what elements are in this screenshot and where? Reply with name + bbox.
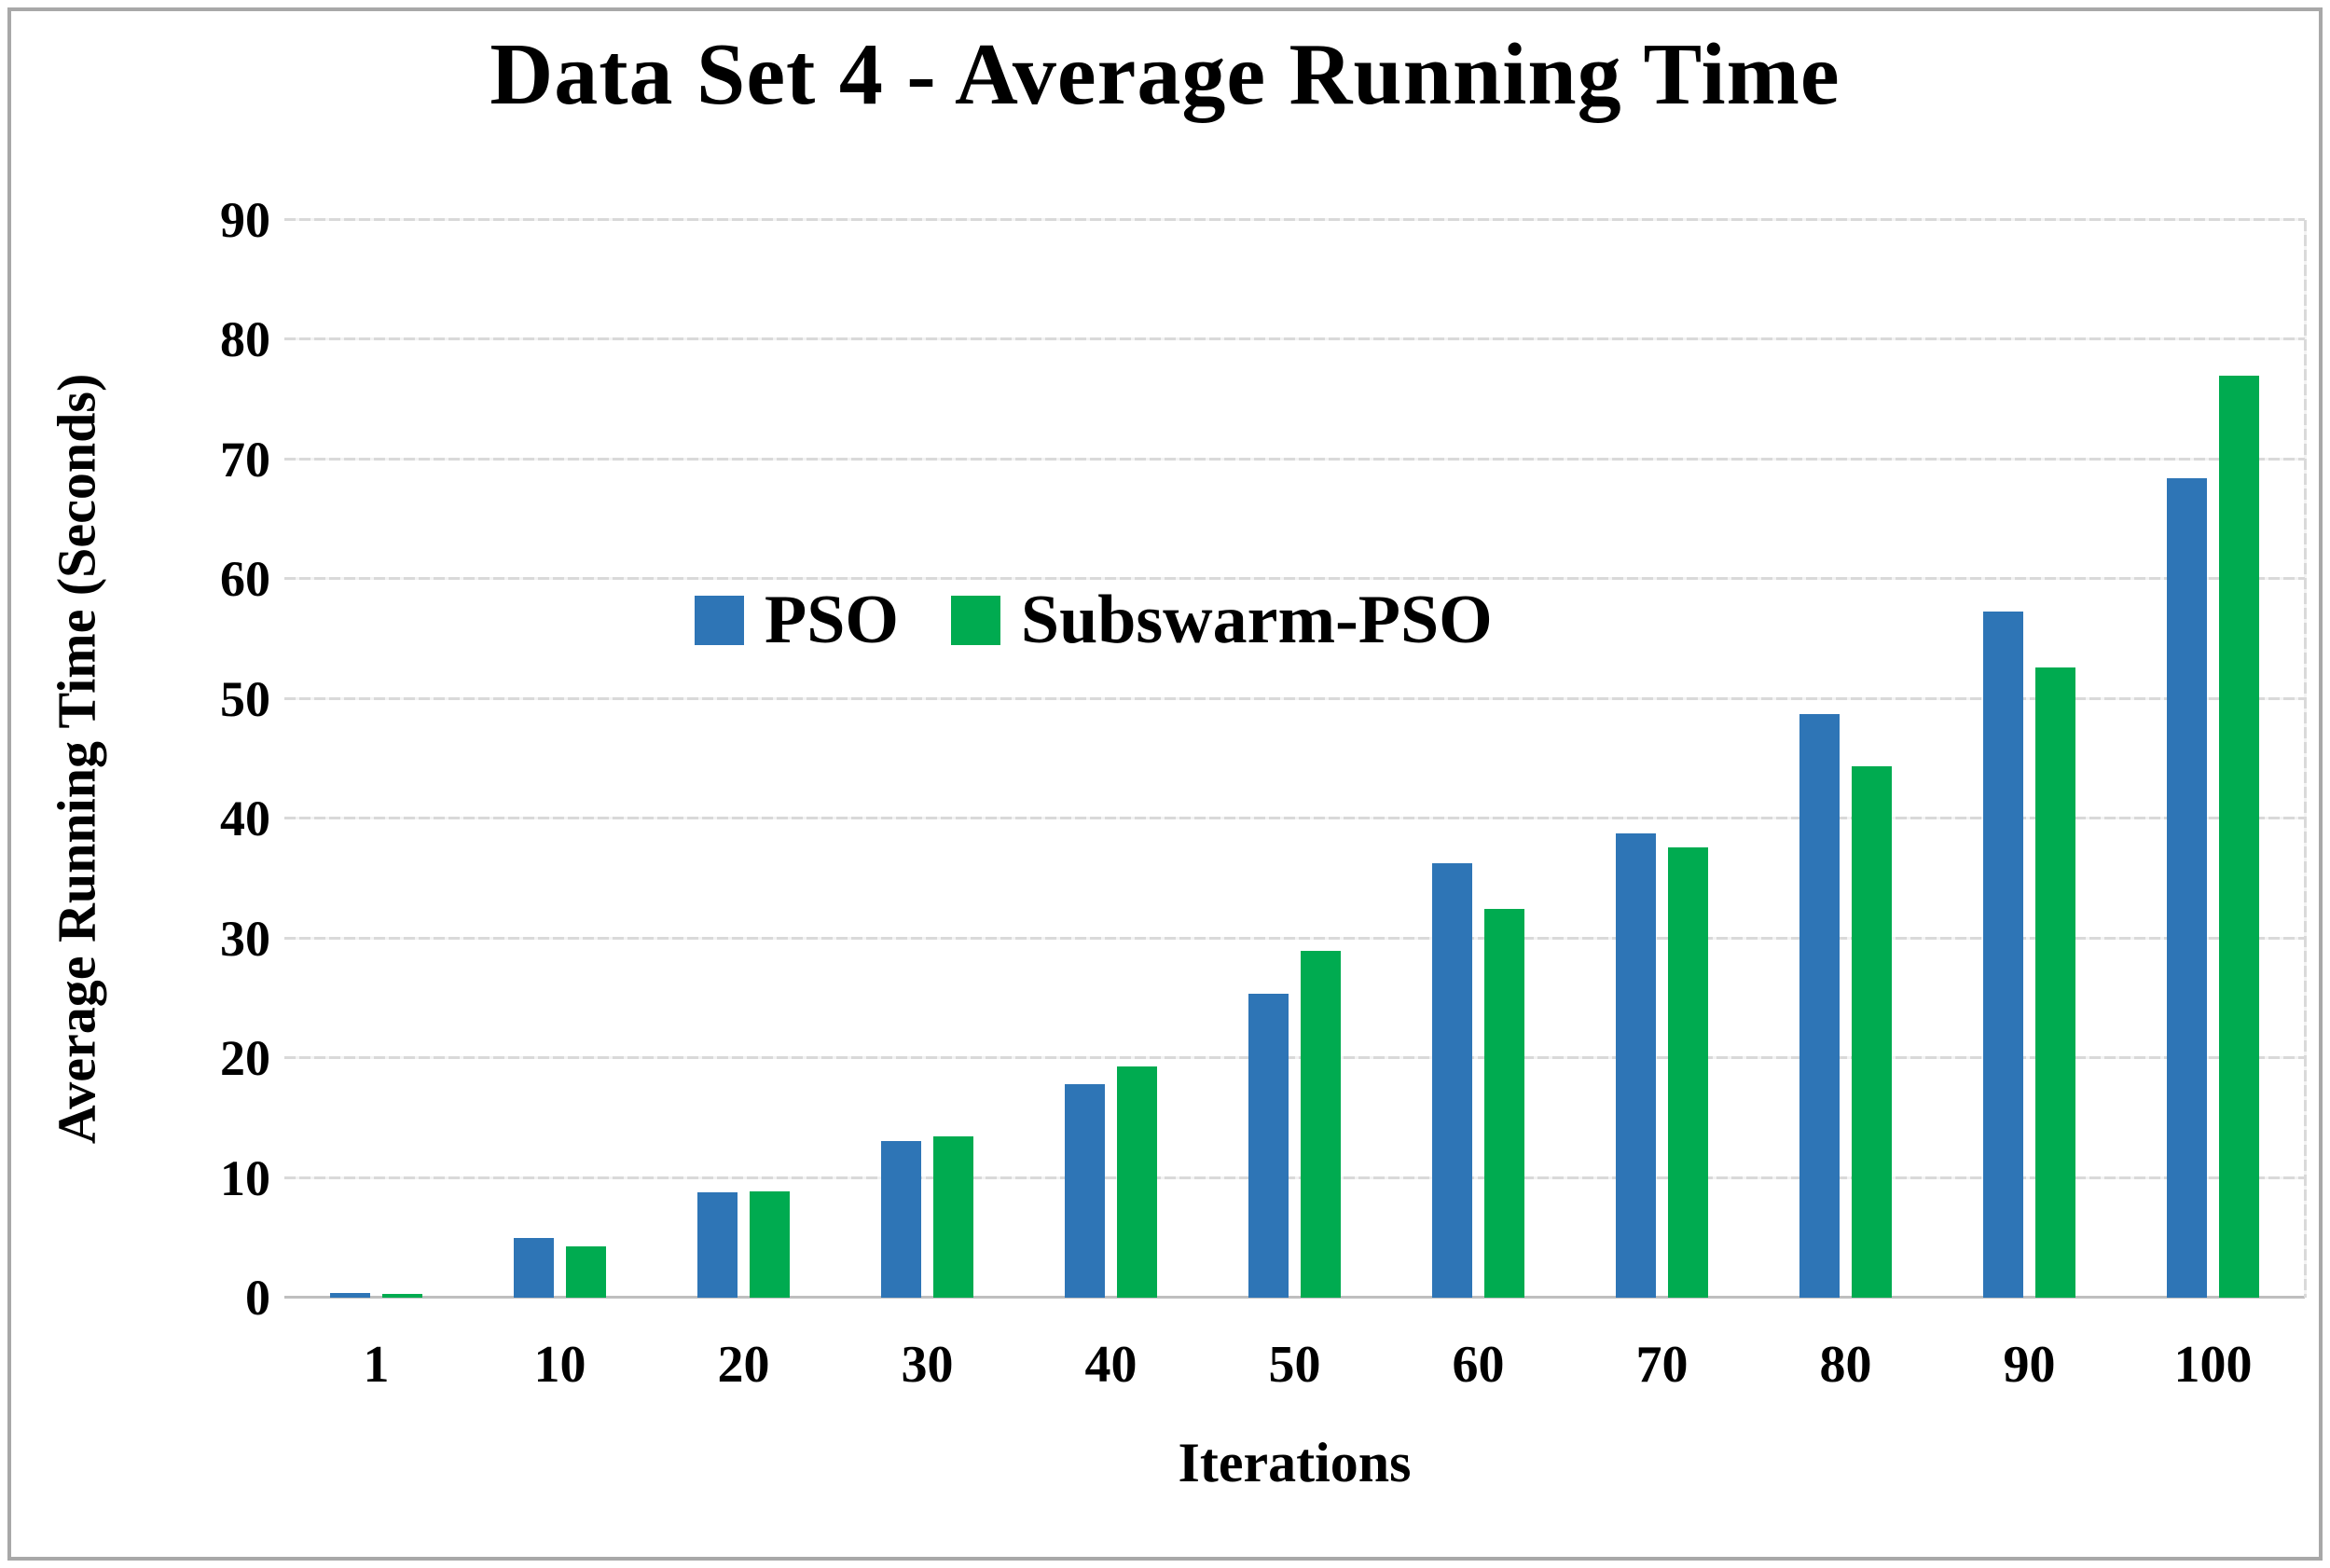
y-axis-title: Average Running Time (Seconds) <box>46 373 107 1145</box>
bar-pso-90 <box>1983 612 2023 1298</box>
y-tick-label-10: 10 <box>220 1149 270 1206</box>
bar-group-70 <box>1570 220 1754 1298</box>
bar-pso-20 <box>697 1191 738 1298</box>
x-axis-tick-labels: 1 10 20 30 40 50 60 70 80 90 100 <box>284 1335 2305 1395</box>
x-tick-label-1: 1 <box>363 1336 390 1394</box>
legend-item-subswarm-pso: Subswarm-PSO <box>950 582 1493 658</box>
gridline-y-20 <box>284 1056 2305 1060</box>
legend-label: Subswarm-PSO <box>1020 582 1493 658</box>
x-axis-title: Iterations <box>1178 1432 1412 1493</box>
bar-pso-70 <box>1616 832 1656 1298</box>
x-tick-label-70: 70 <box>1635 1336 1689 1394</box>
y-axis-tick-labels: 0 10 20 30 40 50 60 70 80 90 <box>131 195 270 1323</box>
plot-area: PSO Subswarm-PSO <box>284 218 2307 1299</box>
legend-swatch-icon <box>950 595 1000 645</box>
bar-group-50 <box>1203 220 1386 1298</box>
bar-subswarm-pso-80 <box>1852 765 1892 1298</box>
x-tick-label-80: 80 <box>1819 1336 1872 1394</box>
y-tick-label-50: 50 <box>220 670 270 727</box>
y-tick-label-40: 40 <box>220 791 270 847</box>
bar-pso-60 <box>1432 862 1472 1298</box>
y-tick-label-60: 60 <box>220 551 270 608</box>
bar-pso-40 <box>1065 1084 1105 1298</box>
bars-layer <box>284 220 2305 1298</box>
bar-subswarm-pso-50 <box>1301 950 1341 1298</box>
gridline-y-60 <box>284 577 2305 581</box>
legend-swatch-icon <box>695 595 744 645</box>
bar-pso-100 <box>2167 478 2207 1298</box>
y-tick-label-0: 0 <box>245 1270 270 1326</box>
gridline-y-90 <box>284 218 2305 221</box>
x-tick-label-20: 20 <box>717 1336 770 1394</box>
bar-subswarm-pso-10 <box>566 1245 606 1298</box>
bar-group-60 <box>1386 220 1570 1298</box>
x-tick-label-40: 40 <box>1084 1336 1137 1394</box>
bar-pso-30 <box>881 1140 921 1298</box>
gridline-y-50 <box>284 696 2305 700</box>
bar-group-90 <box>1937 220 2121 1298</box>
bar-pso-80 <box>1799 714 1840 1298</box>
x-tick-label-100: 100 <box>2173 1336 2253 1394</box>
bar-group-80 <box>1754 220 1937 1298</box>
bar-group-40 <box>1019 220 1203 1298</box>
plot-right-border <box>2304 220 2307 1298</box>
bar-group-20 <box>652 220 835 1298</box>
bar-subswarm-pso-40 <box>1117 1066 1157 1298</box>
x-tick-label-50: 50 <box>1268 1336 1321 1394</box>
gridline-y-10 <box>284 1176 2305 1179</box>
bar-pso-50 <box>1248 993 1289 1298</box>
bar-subswarm-pso-60 <box>1484 908 1524 1298</box>
x-tick-label-30: 30 <box>901 1336 954 1394</box>
bar-group-100 <box>2121 220 2305 1298</box>
legend-label: PSO <box>765 582 899 658</box>
gridline-y-80 <box>284 337 2305 341</box>
gridline-y-40 <box>284 817 2305 820</box>
x-tick-label-60: 60 <box>1452 1336 1505 1394</box>
bar-group-10 <box>468 220 652 1298</box>
x-tick-label-10: 10 <box>533 1336 586 1394</box>
bar-subswarm-pso-20 <box>750 1190 790 1298</box>
legend: PSO Subswarm-PSO <box>695 585 1493 654</box>
gridline-y-30 <box>284 936 2305 940</box>
x-tick-label-90: 90 <box>2003 1336 2056 1394</box>
bar-subswarm-pso-70 <box>1668 847 1708 1298</box>
gridline-y-70 <box>284 457 2305 461</box>
bar-subswarm-pso-30 <box>933 1135 973 1298</box>
bar-pso-1 <box>330 1292 370 1298</box>
y-tick-label-70: 70 <box>220 431 270 488</box>
bar-subswarm-pso-90 <box>2035 667 2075 1298</box>
legend-item-pso: PSO <box>695 585 899 654</box>
y-tick-label-80: 80 <box>220 311 270 368</box>
bar-subswarm-pso-1 <box>382 1294 422 1298</box>
bar-group-1 <box>284 220 468 1298</box>
chart-title: Data Set 4 - Average Running Time <box>489 26 1841 123</box>
x-axis-baseline <box>284 1296 2305 1299</box>
y-tick-label-20: 20 <box>220 1030 270 1087</box>
bar-subswarm-pso-100 <box>2219 375 2259 1298</box>
y-tick-label-90: 90 <box>220 192 270 248</box>
bar-group-30 <box>835 220 1019 1298</box>
bar-pso-10 <box>514 1237 554 1298</box>
y-tick-label-30: 30 <box>220 910 270 967</box>
